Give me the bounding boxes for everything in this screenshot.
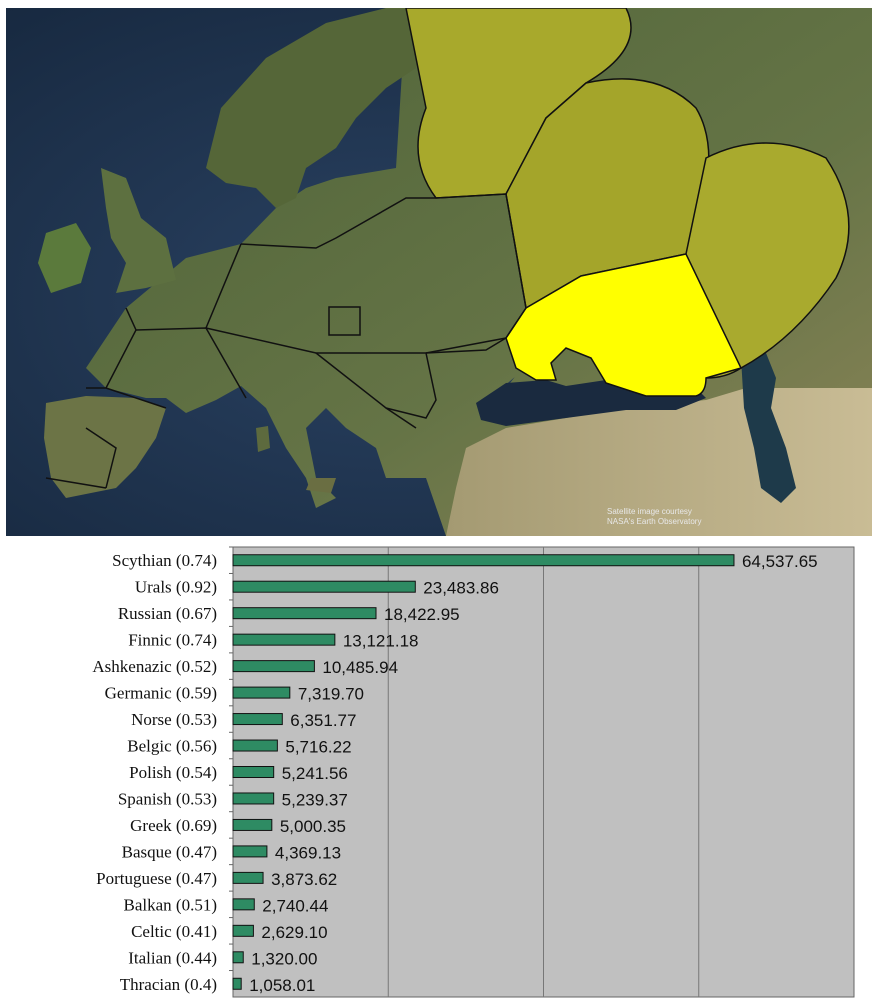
value-label: 2,740.44 <box>262 896 328 915</box>
value-label: 2,629.10 <box>261 923 327 942</box>
category-label: Polish (0.54) <box>129 763 217 782</box>
value-label: 1,320.00 <box>251 949 317 968</box>
bar-chart: Scythian (0.74) 64,537.65 Urals (0.92) 23,4… <box>0 540 880 1000</box>
category-label: Urals (0.92) <box>135 578 217 597</box>
bar <box>232 766 275 778</box>
category-label: Norse (0.53) <box>131 710 217 729</box>
region-borders <box>45 193 527 489</box>
map-svg <box>6 7 872 536</box>
category-label: Italian (0.44) <box>128 948 217 967</box>
region-scythian[interactable] <box>505 253 743 397</box>
value-label: 4,369.13 <box>275 843 341 862</box>
value-label: 3,873.62 <box>271 870 337 889</box>
value-label: 1,058.01 <box>249 976 315 995</box>
value-label: 5,241.56 <box>282 764 348 783</box>
bar <box>232 898 255 911</box>
bar <box>232 713 283 726</box>
map-credit: Satellite image courtesy NASA's Earth Ob… <box>607 507 807 527</box>
highlight-box <box>328 306 361 336</box>
caspian-sea <box>741 353 796 503</box>
landmass-sardinia <box>256 426 270 452</box>
value-label: 7,319.70 <box>298 685 364 704</box>
category-label: Balkan (0.51) <box>124 895 217 914</box>
bar <box>232 686 291 699</box>
bar <box>232 660 315 673</box>
category-label: Finnic (0.74) <box>128 631 217 650</box>
bar <box>232 951 244 964</box>
bar <box>232 633 336 646</box>
category-label: Belgic (0.56) <box>127 737 217 756</box>
category-label: Basque (0.47) <box>122 842 217 861</box>
landmass-britain <box>101 168 176 293</box>
category-label: Celtic (0.41) <box>131 922 217 941</box>
bar <box>232 792 275 805</box>
landmass-scandinavia <box>206 8 426 208</box>
bar <box>232 845 268 858</box>
category-label: Portuguese (0.47) <box>96 869 217 888</box>
category-label: Russian (0.67) <box>118 604 217 623</box>
bar <box>232 739 278 752</box>
region-urals <box>685 142 850 379</box>
map-credit-line1: Satellite image courtesy <box>607 507 692 516</box>
bar <box>232 607 377 620</box>
value-label: 5,239.37 <box>282 790 348 809</box>
map-credit-line2: NASA's Earth Observatory <box>607 517 702 526</box>
category-label: Thracian (0.4) <box>120 975 217 994</box>
landmass-ireland <box>38 223 91 293</box>
category-label: Ashkenazic (0.52) <box>92 657 217 676</box>
bar <box>232 580 416 593</box>
value-label: 10,485.94 <box>322 658 398 677</box>
value-label: 5,000.35 <box>280 817 346 836</box>
category-label: Greek (0.69) <box>130 816 217 835</box>
category-label: Spanish (0.53) <box>118 789 217 808</box>
bar <box>232 977 242 990</box>
category-label: Scythian (0.74) <box>112 551 217 570</box>
category-label: Germanic (0.59) <box>105 684 217 703</box>
value-label: 64,537.65 <box>742 552 818 571</box>
bar <box>232 818 273 831</box>
value-label: 18,422.95 <box>384 605 460 624</box>
bar <box>232 554 735 567</box>
bar <box>232 924 254 937</box>
bar <box>232 871 264 884</box>
value-label: 23,483.86 <box>423 579 499 598</box>
value-label: 5,716.22 <box>285 738 351 757</box>
europe-satellite-map: Satellite image courtesy NASA's Earth Ob… <box>6 7 872 536</box>
value-label: 13,121.18 <box>343 632 419 651</box>
value-label: 6,351.77 <box>290 711 356 730</box>
bar-chart-svg: Scythian (0.74) 64,537.65 Urals (0.92) 23,4… <box>92 546 855 998</box>
landmass-iberia <box>44 396 166 498</box>
landmass-sicily <box>306 478 336 493</box>
